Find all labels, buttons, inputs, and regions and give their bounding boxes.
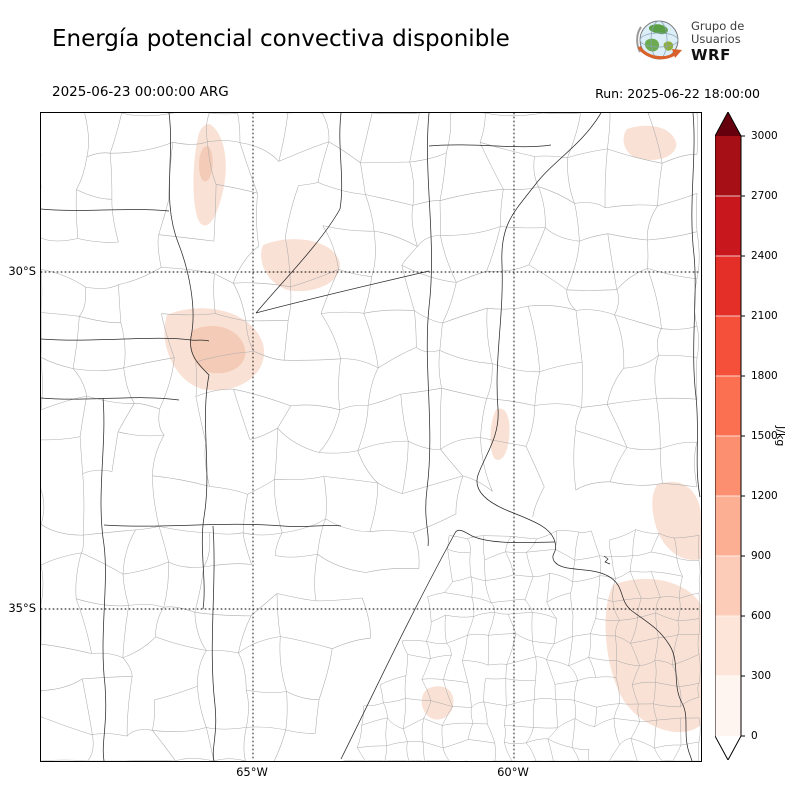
- logo-line-2: Usuarios: [691, 32, 741, 47]
- lon-tick-60w: 60°W: [497, 765, 529, 779]
- run-time: Run: 2025-06-22 18:00:00: [595, 86, 760, 101]
- colorbar-tick-label: 300: [751, 670, 772, 682]
- colorbar-tick-label: 3000: [751, 130, 778, 142]
- colorbar-tick-label: 1500: [751, 430, 778, 442]
- logo-text: Grupo de Usuarios WRF: [691, 19, 745, 64]
- colorbar-tick-labels: 0 300 600 900 1200 1500 1800 2100 2400 2700 3000: [751, 112, 785, 760]
- colorbar-tick-label: 900: [751, 550, 772, 562]
- valid-time: 2025-06-23 00:00:00 ARG: [52, 84, 229, 100]
- colorbar-tick-label: 2400: [751, 250, 778, 262]
- page-title: Energía potencial convectiva disponible: [52, 26, 510, 52]
- logo-wrf: WRF: [691, 45, 731, 64]
- colorbar-tick-label: 2100: [751, 310, 778, 322]
- map-canvas: [41, 113, 701, 761]
- colorbar-tick-label: 600: [751, 610, 772, 622]
- colorbar-tick-label: 1800: [751, 370, 778, 382]
- river-delta-mark: [603, 555, 611, 565]
- wrf-logo: Grupo de Usuarios WRF: [632, 14, 764, 70]
- logo-line-1: Grupo de: [691, 19, 745, 34]
- department-boundaries-layer: [41, 113, 701, 761]
- globe-icon: [632, 14, 684, 70]
- colorbar: [714, 110, 747, 762]
- lat-tick-30s: 30°S: [8, 264, 36, 278]
- graticule-layer: [41, 113, 701, 761]
- lon-tick-65w: 65°W: [236, 765, 268, 779]
- lat-tick-35s: 35°S: [8, 601, 36, 615]
- cape-shading-layer: [164, 123, 701, 733]
- colorbar-tick-label: 0: [751, 730, 758, 742]
- map-frame: [40, 112, 702, 762]
- province-borders-layer: [41, 113, 701, 761]
- colorbar-canvas: [714, 110, 745, 762]
- colorbar-tick-label: 2700: [751, 190, 778, 202]
- colorbar-unit-label: J/kg: [774, 425, 787, 447]
- colorbar-tick-label: 1200: [751, 490, 778, 502]
